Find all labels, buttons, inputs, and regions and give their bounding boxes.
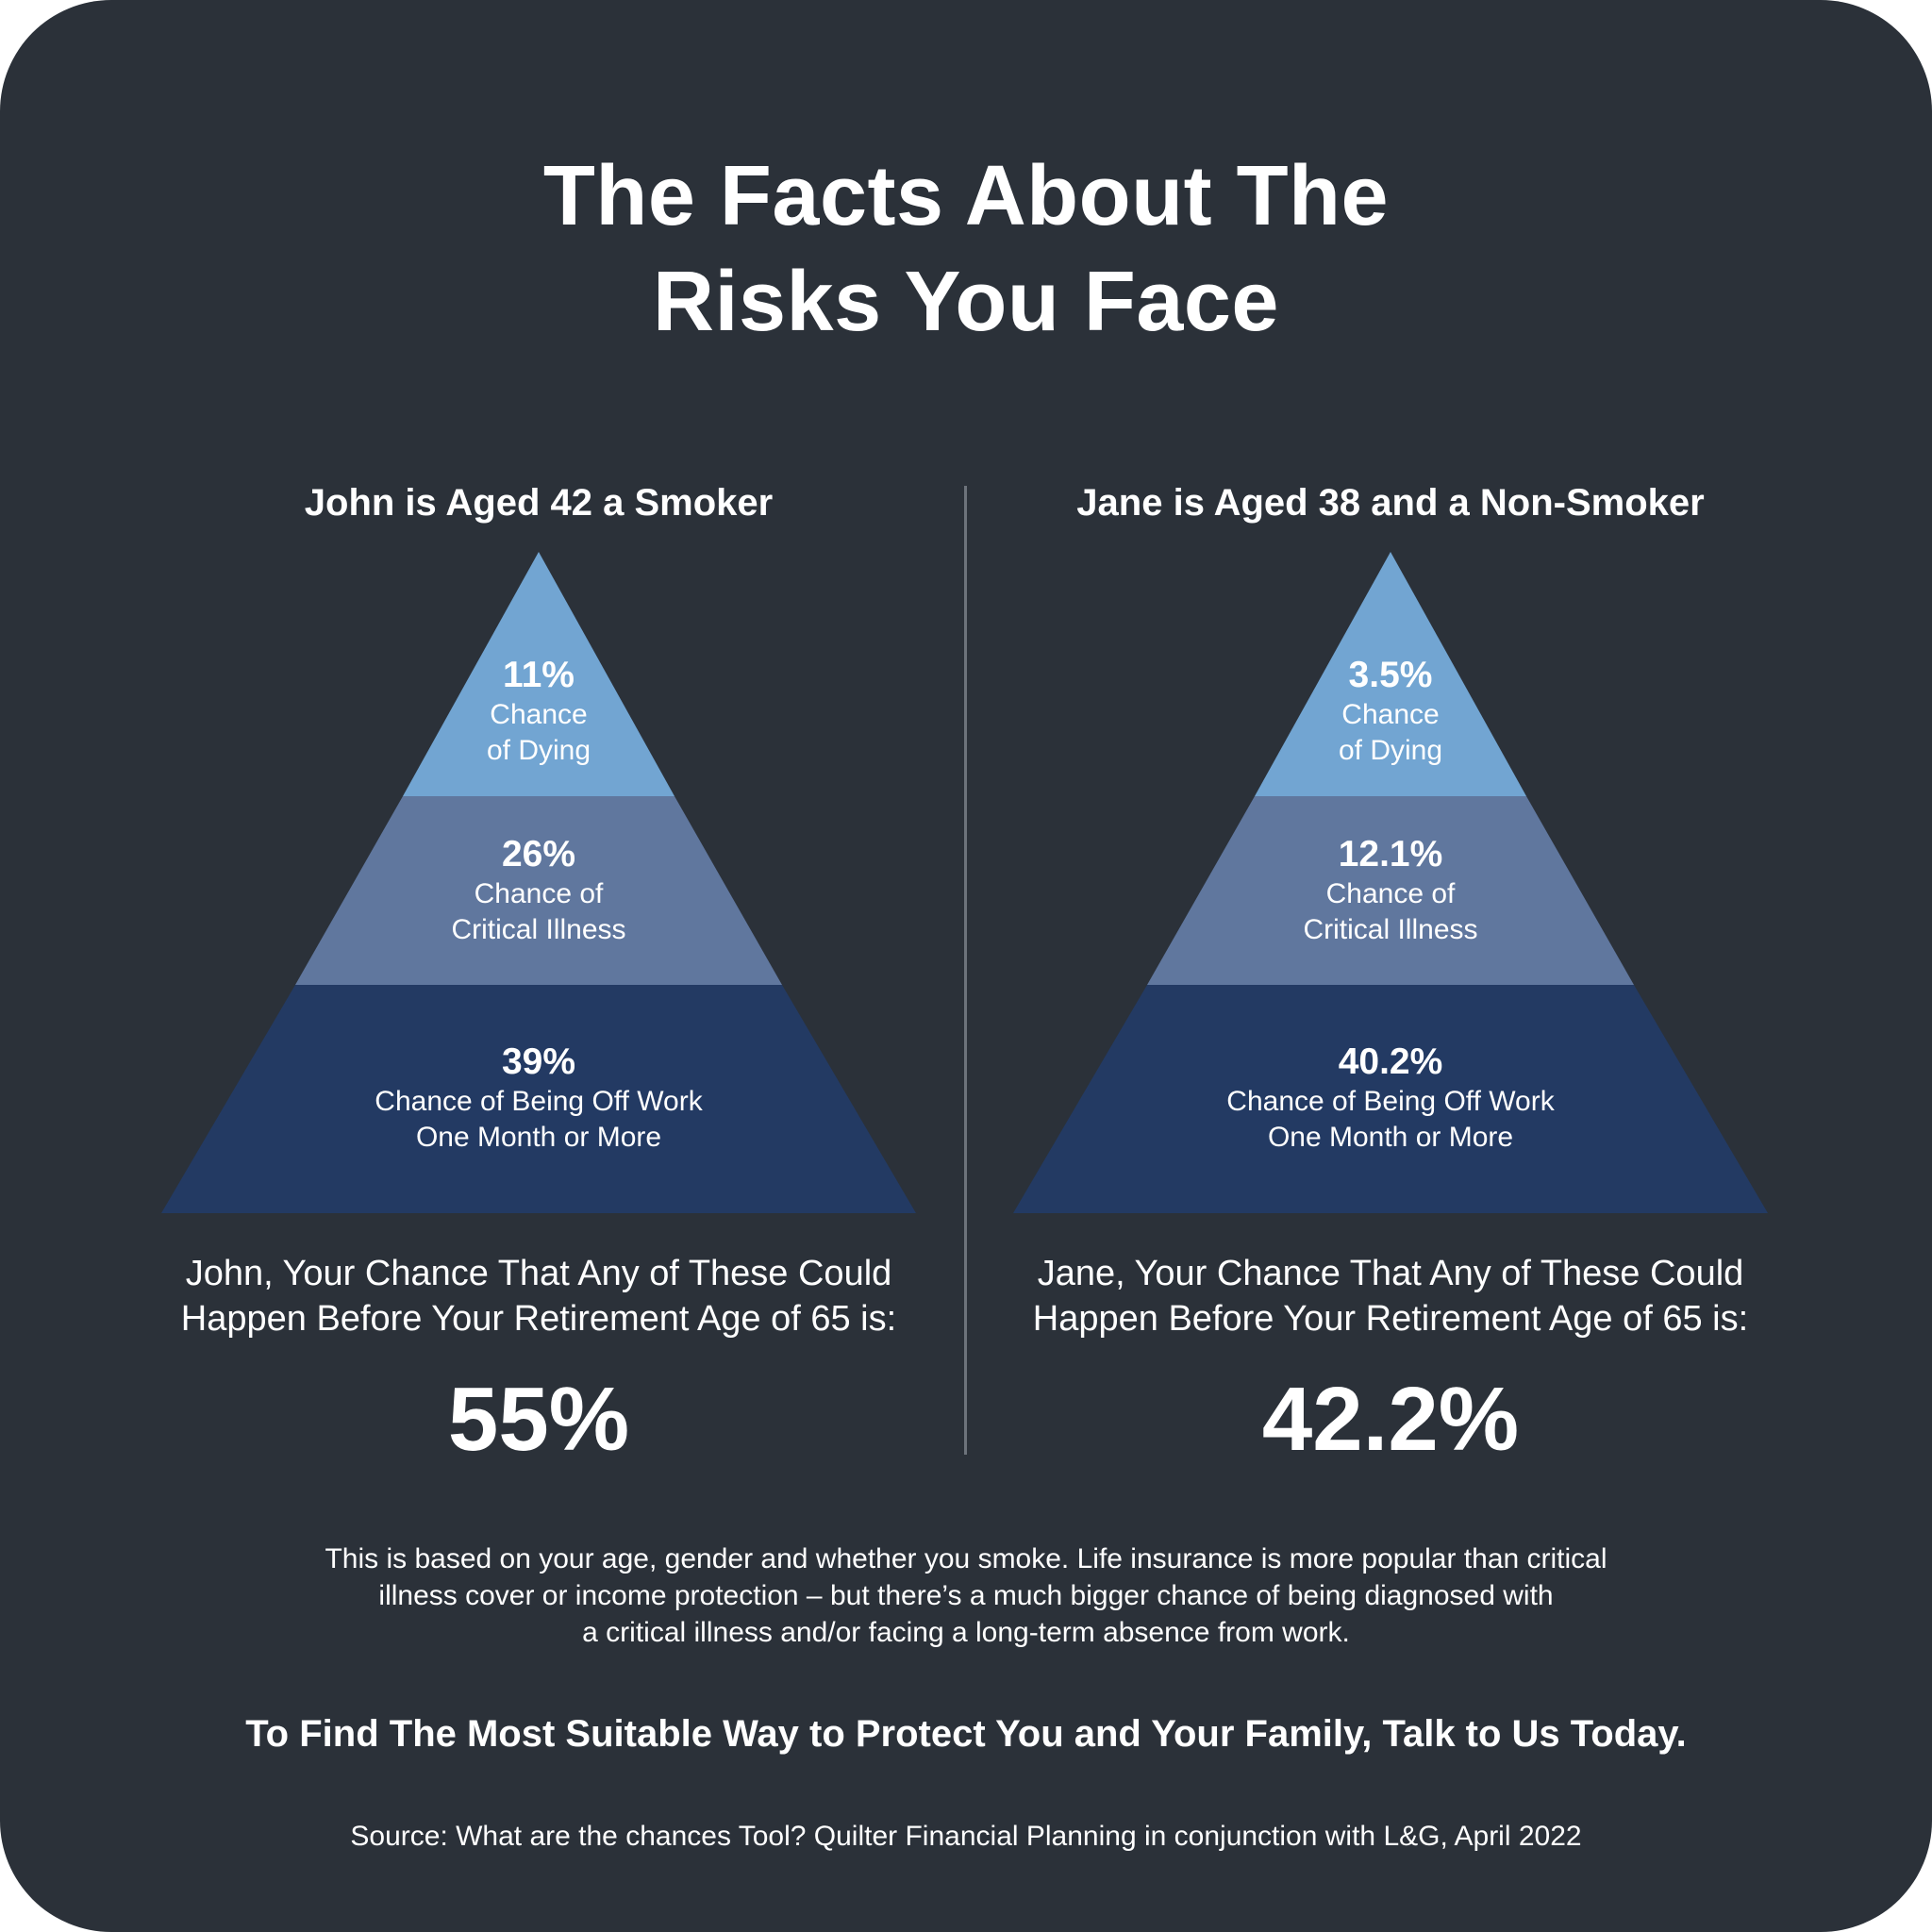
pyramid-tier-bottom [161,985,916,1213]
pyramid-shape [161,552,916,1213]
tier-description: Chance of Critical Illness [1303,878,1478,945]
profile-jane: Jane is Aged 38 and a Non-Smoker 3.5% Ch… [966,0,1815,1932]
tier-label-dying: 3.5% Chance of Dying [1108,654,1674,769]
tier-value: 3.5% [1348,655,1433,695]
profile-total-chance: 55% [447,1369,630,1470]
tier-value: 26% [501,834,576,874]
tier-description: Chance of Dying [486,699,591,766]
tier-description: Chance of Dying [1338,699,1443,766]
call-to-action: To Find The Most Suitable Way to Protect… [245,1713,1687,1755]
risk-pyramid: 3.5% Chance of Dying 12.1% Chance of Cri… [966,550,1815,1216]
explanation-note: This is based on your age, gender and wh… [325,1543,1607,1648]
tier-value: 11% [503,655,575,695]
tier-description: Chance of Critical Illness [451,878,626,945]
profile-summary: John, Your Chance That Any of These Coul… [180,1254,897,1339]
tier-label-critical-illness: 26% Chance of Critical Illness [256,833,822,948]
tier-label-off-work: 40.2% Chance of Being Off Work One Month… [1108,1041,1674,1156]
tier-value: 12.1% [1338,834,1443,874]
source-citation: Source: What are the chances Tool? Quilt… [350,1821,1582,1852]
tier-value: 39% [501,1041,576,1082]
page-title: The Facts About The Risks You Face [0,143,1932,355]
pyramid-tier-middle [295,796,782,985]
profile-john: John is Aged 42 a Smoker 11% Chance of D… [114,0,963,1932]
column-divider [964,486,967,1455]
pyramid-tier-bottom [1013,985,1768,1213]
pyramid-tier-top [1255,552,1526,796]
page-title-line-2: Risks You Face [653,255,1279,349]
profile-heading: John is Aged 42 a Smoker [304,482,774,524]
profile-heading: Jane is Aged 38 and a Non-Smoker [1076,482,1705,524]
risk-pyramid: 11% Chance of Dying 26% Chance of Critic… [114,550,963,1216]
tier-description: Chance of Being Off Work One Month or Mo… [1226,1086,1555,1153]
tier-label-off-work: 39% Chance of Being Off Work One Month o… [256,1041,822,1156]
page-title-line-1: The Facts About The [542,149,1390,243]
pyramid-tier-top [403,552,675,796]
pyramid-shape [1013,552,1768,1213]
tier-description: Chance of Being Off Work One Month or Mo… [375,1086,703,1153]
tier-label-critical-illness: 12.1% Chance of Critical Illness [1108,833,1674,948]
pyramid-tier-middle [1147,796,1634,985]
tier-value: 40.2% [1338,1041,1443,1082]
tier-label-dying: 11% Chance of Dying [256,654,822,769]
profile-total-chance: 42.2% [1261,1369,1520,1470]
profile-summary: Jane, Your Chance That Any of These Coul… [1032,1254,1749,1339]
